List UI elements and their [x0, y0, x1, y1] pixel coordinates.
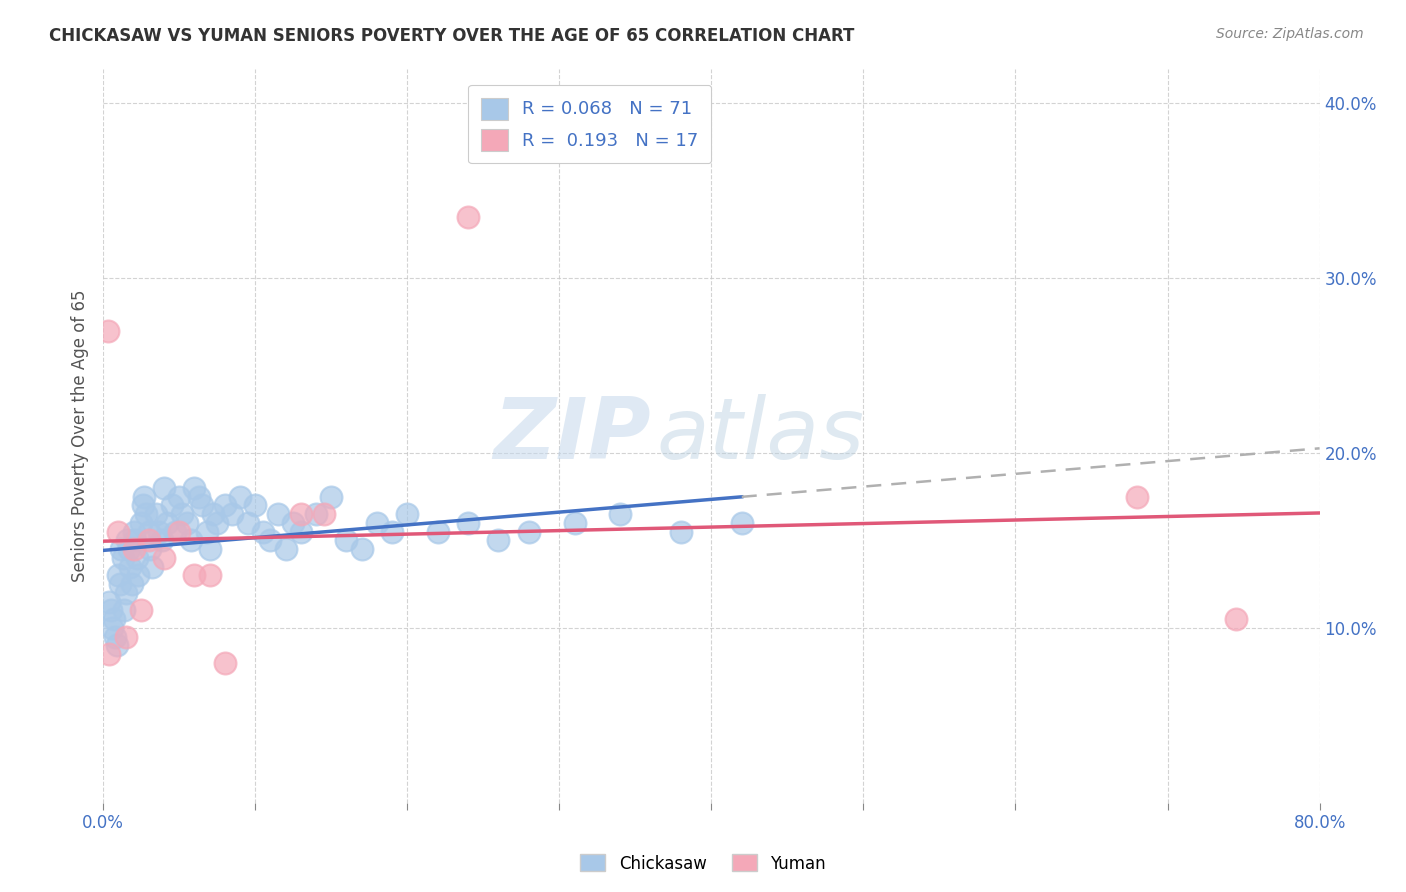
Text: atlas: atlas	[657, 394, 865, 477]
Point	[122, 524, 145, 539]
Point	[180, 533, 202, 548]
Point	[183, 481, 205, 495]
Point	[229, 490, 252, 504]
Point	[312, 507, 335, 521]
Point	[108, 577, 131, 591]
Point	[731, 516, 754, 530]
Point	[115, 586, 138, 600]
Point	[122, 542, 145, 557]
Point	[120, 559, 142, 574]
Point	[110, 542, 132, 557]
Point	[488, 533, 510, 548]
Point	[98, 594, 121, 608]
Point	[283, 516, 305, 530]
Point	[141, 559, 163, 574]
Legend: R = 0.068   N = 71, R =  0.193   N = 17: R = 0.068 N = 71, R = 0.193 N = 17	[468, 85, 711, 163]
Point	[172, 507, 194, 521]
Point	[112, 603, 135, 617]
Point	[1225, 612, 1247, 626]
Point	[167, 524, 190, 539]
Point	[259, 533, 281, 548]
Point	[290, 507, 312, 521]
Point	[131, 499, 153, 513]
Point	[457, 210, 479, 224]
Point	[205, 516, 228, 530]
Point	[191, 499, 214, 513]
Point	[183, 568, 205, 582]
Point	[198, 568, 221, 582]
Point	[135, 507, 157, 521]
Point	[138, 524, 160, 539]
Point	[148, 524, 170, 539]
Point	[134, 490, 156, 504]
Point	[107, 524, 129, 539]
Point	[366, 516, 388, 530]
Point	[195, 524, 218, 539]
Point	[107, 568, 129, 582]
Point	[117, 533, 139, 548]
Point	[305, 507, 328, 521]
Point	[517, 524, 540, 539]
Point	[335, 533, 357, 548]
Point	[103, 612, 125, 626]
Point	[290, 524, 312, 539]
Point	[97, 324, 120, 338]
Y-axis label: Seniors Poverty Over the Age of 65: Seniors Poverty Over the Age of 65	[72, 289, 89, 582]
Point	[1126, 490, 1149, 504]
Point	[105, 638, 128, 652]
Point	[156, 516, 179, 530]
Point	[396, 507, 419, 521]
Point	[252, 524, 274, 539]
Point	[167, 490, 190, 504]
Point	[274, 542, 297, 557]
Text: CHICKASAW VS YUMAN SENIORS POVERTY OVER THE AGE OF 65 CORRELATION CHART: CHICKASAW VS YUMAN SENIORS POVERTY OVER …	[49, 27, 855, 45]
Point	[101, 621, 124, 635]
Point	[163, 524, 186, 539]
Point	[267, 507, 290, 521]
Point	[153, 481, 176, 495]
Point	[152, 533, 174, 548]
Point	[243, 499, 266, 513]
Legend: Chickasaw, Yuman: Chickasaw, Yuman	[574, 847, 832, 880]
Point	[118, 542, 141, 557]
Point	[104, 630, 127, 644]
Point	[426, 524, 449, 539]
Point	[221, 507, 243, 521]
Point	[214, 656, 236, 670]
Point	[100, 603, 122, 617]
Text: ZIP: ZIP	[494, 394, 651, 477]
Point	[153, 550, 176, 565]
Point	[111, 550, 134, 565]
Point	[201, 507, 224, 521]
Point	[124, 533, 146, 548]
Point	[321, 490, 343, 504]
Point	[139, 542, 162, 557]
Point	[187, 490, 209, 504]
Point	[129, 516, 152, 530]
Point	[198, 542, 221, 557]
Point	[125, 550, 148, 565]
Point	[98, 647, 121, 661]
Point	[350, 542, 373, 557]
Point	[115, 630, 138, 644]
Point	[236, 516, 259, 530]
Point	[609, 507, 631, 521]
Point	[214, 499, 236, 513]
Point	[176, 516, 198, 530]
Point	[669, 524, 692, 539]
Point	[381, 524, 404, 539]
Point	[145, 507, 167, 521]
Point	[564, 516, 586, 530]
Point	[129, 603, 152, 617]
Point	[138, 533, 160, 548]
Text: Source: ZipAtlas.com: Source: ZipAtlas.com	[1216, 27, 1364, 41]
Point	[160, 499, 183, 513]
Point	[127, 568, 149, 582]
Point	[457, 516, 479, 530]
Point	[121, 577, 143, 591]
